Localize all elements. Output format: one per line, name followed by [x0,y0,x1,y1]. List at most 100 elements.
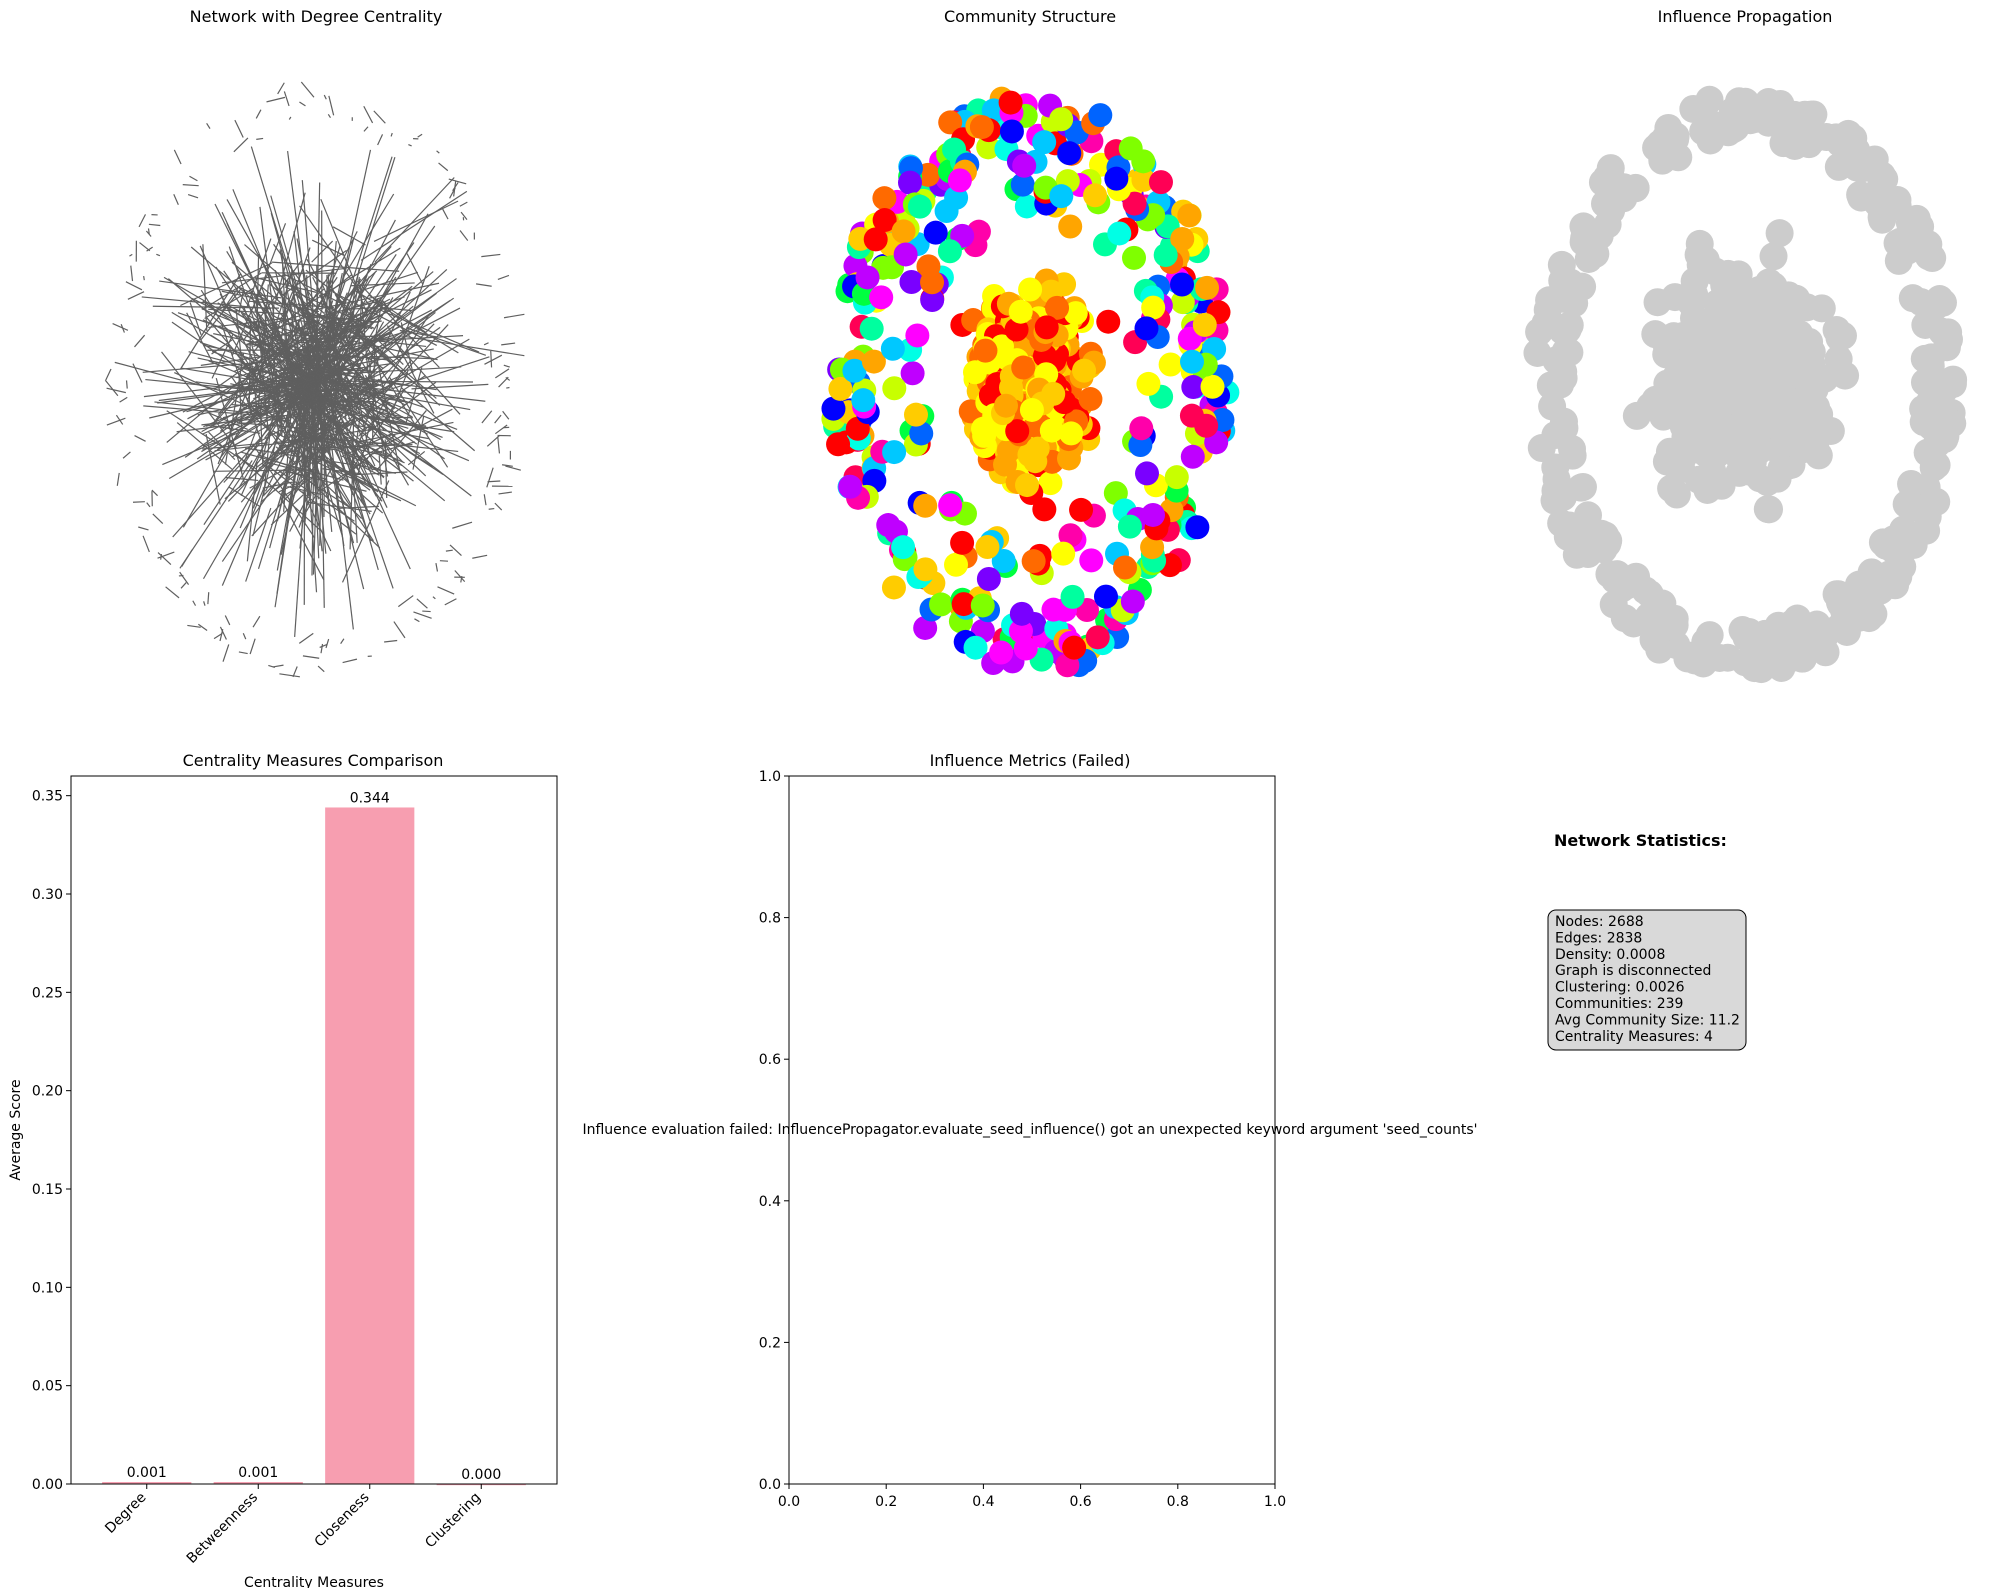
network-edge [406,328,486,356]
influence-node [1817,417,1845,445]
influence-nodes [1523,86,1967,683]
bar-plot-frame [71,776,557,1484]
influence-node [1679,429,1707,457]
network-edge [351,423,445,501]
network-edge [439,163,448,171]
network-edge [147,503,150,507]
community-node [970,115,994,139]
influence-node [1696,310,1724,338]
community-node [1020,398,1044,422]
community-node [1141,296,1165,320]
metrics-x-tick-label: 0.4 [972,1494,994,1510]
community-node [1062,636,1086,660]
network-edge [504,365,510,367]
community-node [1069,498,1093,522]
network-edge [495,369,509,378]
influence-node [1829,322,1857,350]
network-edge [139,214,145,227]
community-node [1170,272,1194,296]
community-node [1181,445,1205,469]
influence-node [1723,418,1751,446]
influence-metrics-title: Influence Metrics (Failed) [930,751,1131,770]
network-edge [149,224,160,225]
community-panel: Community Structure [821,7,1239,677]
community-node [1057,141,1081,165]
influence-node [1644,288,1672,316]
community-node [1135,461,1159,485]
network-edge [455,570,465,581]
community-node [1078,387,1102,411]
network-edge [243,633,245,639]
metrics-y-tick-label: 0.6 [759,1052,781,1068]
influence-node [1906,213,1934,241]
network-edge [273,665,284,667]
network-edge [131,266,133,281]
influence-node [1685,241,1713,269]
network-edge [174,150,181,164]
network-edge [152,490,158,496]
network-edge [299,102,305,106]
community-node [1107,221,1131,245]
network-edge [318,666,324,672]
network-edges [105,82,524,677]
network-edge [472,555,487,558]
influence-metrics-panel: Influence Metrics (Failed) 0.00.20.40.60… [582,751,1477,1510]
community-node [973,339,997,363]
network-edge [343,659,357,662]
network-edge [495,415,501,423]
community-node [1134,316,1158,340]
network-edge [120,397,128,402]
community-node [1072,359,1096,383]
stats-line: Density: 0.0008 [1555,947,1665,963]
community-node [899,270,923,294]
stats-line: Avg Community Size: 11.2 [1555,1012,1740,1028]
community-node [1059,421,1083,445]
metrics-x-tick-label: 1.0 [1264,1494,1286,1510]
influence-node [1877,193,1905,221]
network-edge [329,96,334,115]
community-node [1129,416,1153,440]
influence-node [1825,345,1853,373]
network-edge [235,120,243,137]
bar-x-label: Centrality Measures [244,1575,384,1588]
community-node [898,171,922,195]
network-edge [408,145,411,146]
community-node [1136,372,1160,396]
influence-node [1719,114,1747,142]
network-edge [106,369,111,380]
influence-node [1765,413,1793,441]
influence-node [1541,487,1569,515]
community-node [1180,404,1204,428]
community-node [838,475,862,499]
community-node [938,239,962,263]
influence-node [1653,448,1681,476]
influence-node [1605,185,1633,213]
metrics-x-tick-label: 0.8 [1167,1494,1189,1510]
network-edge [303,656,319,658]
community-node [1083,183,1107,207]
influence-node [1767,455,1795,483]
community-node [882,376,906,400]
network-edge [489,509,495,510]
stats-line: Communities: 239 [1555,996,1683,1012]
community-node [929,592,953,616]
network-edge [183,185,199,186]
bar-value-label: 0.001 [238,1465,278,1481]
community-node [1118,515,1142,539]
influence-node [1915,242,1943,270]
influence-node [1719,365,1747,393]
stats-line: Nodes: 2688 [1555,914,1644,930]
network-edge [481,254,500,256]
network-edge [324,95,326,99]
network-edge [123,452,130,458]
community-node [894,242,918,266]
network-edge [107,388,126,392]
community-node [1180,350,1204,374]
network-edge [482,411,492,423]
network-edge [135,436,146,442]
community-node [972,424,996,448]
network-edge [484,355,501,364]
